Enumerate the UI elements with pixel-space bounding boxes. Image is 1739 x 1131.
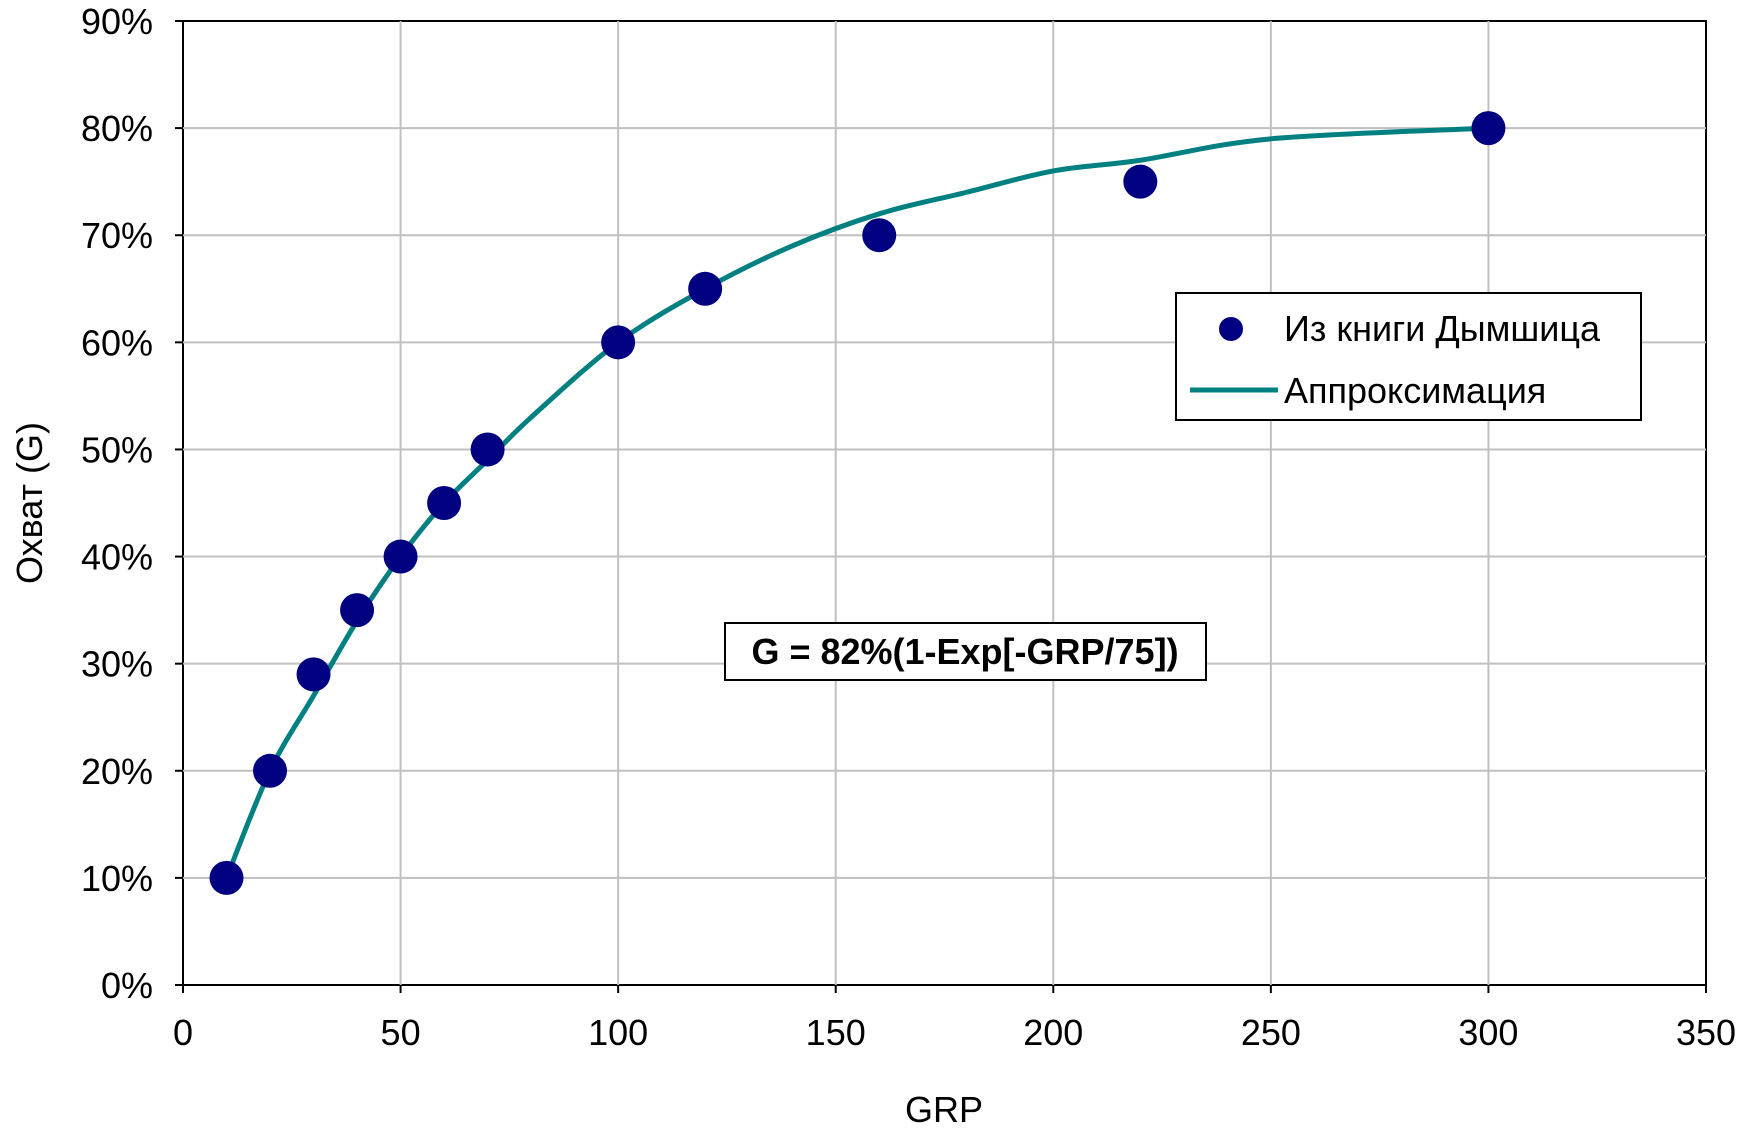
- formula-text: G = 82%(1-Exp[-GRP/75]): [751, 631, 1178, 672]
- data-point: [1471, 111, 1506, 146]
- y-tick-labels: 0% 10% 20% 30% 40% 50% 60% 70% 80% 90%: [81, 1, 153, 1006]
- x-tick-label: 150: [806, 1012, 866, 1053]
- data-point: [427, 486, 462, 520]
- legend-box: [1175, 292, 1642, 421]
- gridlines: [175, 20, 1707, 993]
- x-tick-label: 300: [1458, 1012, 1518, 1053]
- legend-label-line: Аппроксимация: [1284, 370, 1546, 411]
- y-tick-label: 20%: [81, 751, 153, 792]
- x-tick-label: 200: [1023, 1012, 1083, 1053]
- x-tick-label: 250: [1241, 1012, 1301, 1053]
- x-tick-label: 50: [381, 1012, 421, 1053]
- data-point: [383, 539, 418, 574]
- legend-label-scatter: Из книги Дымшица: [1284, 308, 1601, 349]
- y-tick-label: 10%: [81, 858, 153, 899]
- x-tick-label: 100: [588, 1012, 648, 1053]
- data-point: [340, 593, 375, 628]
- plot-area: [182, 20, 1707, 986]
- legend: Из книги Дымшица Аппроксимация: [1175, 292, 1642, 421]
- y-axis-title: Охват (G): [9, 422, 50, 584]
- x-tick-label: 0: [173, 1012, 193, 1053]
- data-point: [253, 753, 288, 788]
- data-point: [862, 218, 897, 253]
- legend-marker-icon: [1219, 317, 1243, 341]
- x-tick-labels: 0 50 100 150 200 250 300 350: [173, 1012, 1736, 1053]
- series-points: [209, 111, 1506, 895]
- formula-annotation: G = 82%(1-Exp[-GRP/75]): [724, 622, 1207, 681]
- data-point: [470, 432, 505, 467]
- data-point: [601, 325, 636, 360]
- y-tick-label: 70%: [81, 215, 153, 256]
- series-line-approximation: [224, 125, 1491, 881]
- y-tick-label: 50%: [81, 429, 153, 470]
- y-tick-label: 40%: [81, 537, 153, 578]
- formula-box: [724, 622, 1207, 681]
- y-tick-label: 90%: [81, 1, 153, 42]
- data-point: [296, 657, 331, 692]
- y-tick-label: 0%: [101, 965, 153, 1006]
- x-axis-title: GRP: [905, 1089, 983, 1130]
- x-tick-label: 350: [1676, 1012, 1736, 1053]
- data-point: [1123, 164, 1158, 199]
- data-point: [688, 271, 723, 306]
- y-tick-label: 60%: [81, 322, 153, 363]
- y-tick-label: 30%: [81, 644, 153, 685]
- data-point: [209, 860, 244, 895]
- y-tick-label: 80%: [81, 108, 153, 149]
